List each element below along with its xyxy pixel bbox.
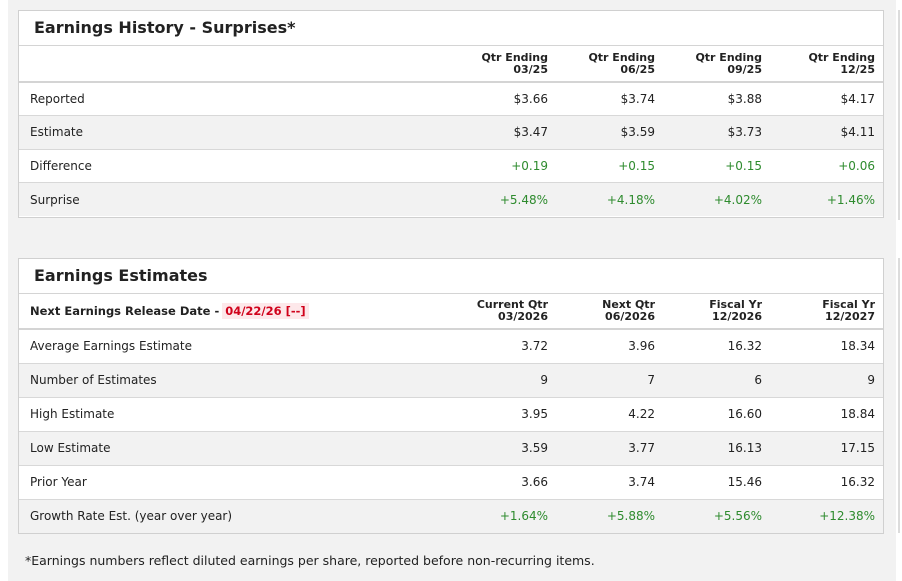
table-cell: $4.17 (840, 92, 875, 106)
table-row-high-estimate: High Estimate 3.95 4.22 16.60 18.84 (19, 397, 883, 431)
table-cell: 3.74 (628, 475, 655, 489)
column-header: Qtr Ending 03/25 (481, 50, 548, 76)
row-label: Prior Year (30, 475, 87, 489)
column-header: Qtr Ending 06/25 (588, 50, 655, 76)
table-cell: +0.15 (618, 158, 655, 173)
release-date-header: Next Earnings Release Date -04/22/26 [--… (19, 294, 419, 329)
table-cell: 9 (867, 373, 875, 387)
earnings-history-table: Qtr Ending 03/25 Qtr Ending 06/25 Qtr Endi… (19, 46, 883, 216)
table-cell: 3.72 (521, 339, 548, 354)
column-header: Fiscal Yr 12/2026 (709, 298, 762, 323)
table-cell: +1.46% (826, 192, 875, 207)
right-edge (896, 0, 902, 581)
column-header: Fiscal Yr 12/2027 (822, 298, 875, 323)
row-label: Low Estimate (30, 441, 111, 455)
release-date-label: Next Earnings Release Date - (30, 304, 220, 318)
table-row-difference: Difference +0.19 +0.15 +0.15 +0.06 (19, 149, 883, 183)
table-row-prior-year: Prior Year 3.66 3.74 15.46 16.32 (19, 465, 883, 499)
column-header: Current Qtr 03/2026 (476, 298, 548, 323)
footnote: *Earnings numbers reflect diluted earnin… (25, 553, 595, 568)
column-header: Next Qtr 06/2026 (602, 298, 655, 323)
table-cell: 18.34 (840, 339, 875, 354)
earnings-history-title: Earnings History - Surprises* (19, 11, 883, 46)
table-cell: +5.88% (606, 509, 655, 524)
table-cell: 3.66 (521, 475, 548, 489)
column-header: Qtr Ending 12/25 (808, 50, 875, 76)
table-cell: +12.38% (819, 509, 875, 524)
table-row-growth-rate: Growth Rate Est. (year over year) +1.64%… (19, 499, 883, 533)
row-label: High Estimate (30, 407, 115, 421)
table-cell: $3.59 (620, 125, 655, 140)
earnings-estimates-panel: Earnings Estimates Next Earnings Release… (18, 258, 884, 534)
row-label: Growth Rate Est. (year over year) (30, 509, 233, 524)
table-cell: 6 (754, 373, 762, 387)
table-header-row: Next Earnings Release Date -04/22/26 [--… (19, 294, 883, 329)
table-cell: $4.11 (840, 125, 875, 140)
row-label: Difference (30, 158, 92, 173)
row-label: Number of Estimates (30, 373, 157, 387)
table-row-reported: Reported $3.66 $3.74 $3.88 $4.17 (19, 82, 883, 116)
table-cell: +0.06 (838, 158, 875, 173)
table-cell: 16.32 (727, 339, 762, 354)
table-header-row: Qtr Ending 03/25 Qtr Ending 06/25 Qtr Endi… (19, 46, 883, 82)
row-label: Reported (30, 92, 85, 106)
table-row-average-estimate: Average Earnings Estimate 3.72 3.96 16.3… (19, 329, 883, 363)
table-cell: 15.46 (727, 475, 762, 489)
earnings-estimates-table: Next Earnings Release Date -04/22/26 [--… (19, 294, 883, 533)
table-cell: $3.66 (513, 92, 548, 106)
table-cell: 3.77 (628, 441, 655, 455)
table-cell: +5.56% (713, 509, 762, 524)
earnings-estimates-title: Earnings Estimates (19, 259, 883, 294)
table-row-estimate: Estimate $3.47 $3.59 $3.73 $4.11 (19, 115, 883, 149)
row-label: Surprise (30, 192, 80, 207)
table-cell: 16.32 (840, 475, 875, 489)
table-cell: 3.59 (521, 441, 548, 455)
table-cell: +4.18% (606, 192, 655, 207)
earnings-history-panel: Earnings History - Surprises* Qtr Ending… (18, 10, 884, 218)
row-label: Estimate (30, 125, 84, 140)
table-cell: 9 (540, 373, 548, 387)
table-cell: $3.88 (727, 92, 762, 106)
table-row-surprise: Surprise +5.48% +4.18% +4.02% +1.46% (19, 182, 883, 216)
table-cell: +0.15 (725, 158, 762, 173)
table-cell: +5.48% (499, 192, 548, 207)
table-cell: +1.64% (499, 509, 548, 524)
column-header: Qtr Ending 09/25 (695, 50, 762, 76)
table-cell: $3.73 (727, 125, 762, 140)
table-cell: 16.60 (727, 407, 762, 421)
table-row-low-estimate: Low Estimate 3.59 3.77 16.13 17.15 (19, 431, 883, 465)
table-cell: 4.22 (628, 407, 655, 421)
table-cell: 7 (647, 373, 655, 387)
table-cell: 17.15 (840, 441, 875, 455)
table-cell: 3.96 (628, 339, 655, 354)
table-cell: 3.95 (521, 407, 548, 421)
table-row-number-of-estimates: Number of Estimates 9 7 6 9 (19, 363, 883, 397)
table-cell: 16.13 (727, 441, 762, 455)
row-label: Average Earnings Estimate (30, 339, 192, 354)
release-date-value[interactable]: 04/22/26 [--] (222, 303, 309, 319)
header-empty (19, 46, 419, 82)
table-cell: +4.02% (713, 192, 762, 207)
table-cell: $3.74 (620, 92, 655, 106)
table-cell: $3.47 (513, 125, 548, 140)
table-cell: 18.84 (840, 407, 875, 421)
table-cell: +0.19 (511, 158, 548, 173)
